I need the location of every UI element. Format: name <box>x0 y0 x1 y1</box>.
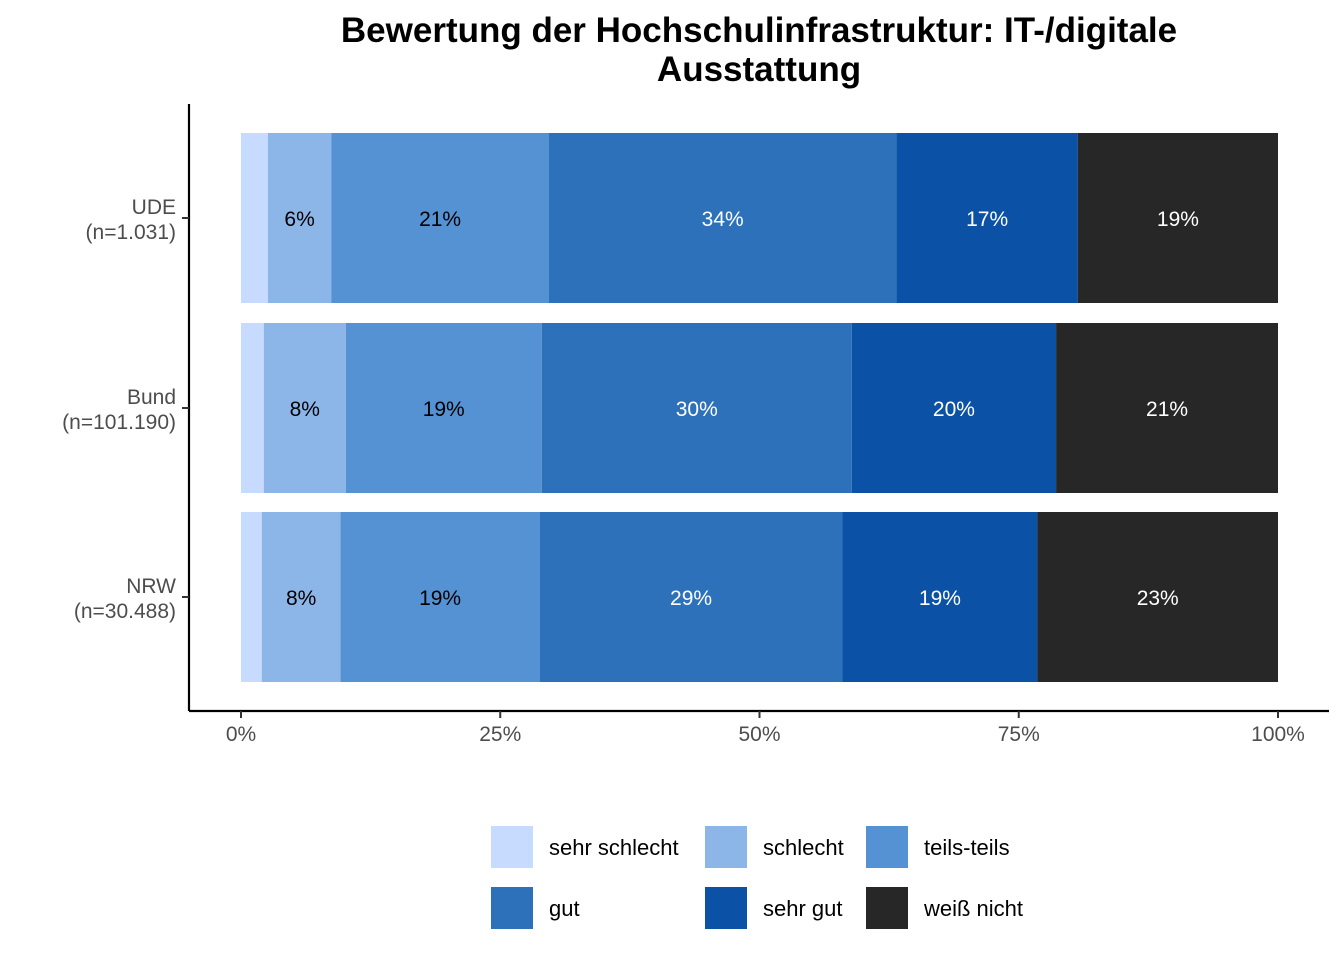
bar-segment-0-0 <box>241 133 268 303</box>
bar-segment-1-1 <box>263 323 346 493</box>
bar-segment-0-2 <box>331 133 549 303</box>
data-label-2-1: 8% <box>286 587 316 610</box>
legend-key-1 <box>705 826 747 868</box>
bar-segment-0-4 <box>896 133 1078 303</box>
legend-key-4 <box>705 887 747 929</box>
x-tick-label-2: 50% <box>738 723 780 746</box>
bar-segment-0-1 <box>267 133 332 303</box>
bars-group: 6% 21% 34% 17% 19% 8% 19% 30% 20% 21% 8% 19% 29% 19% 2… <box>241 133 1278 682</box>
bar-segment-1-4 <box>851 323 1057 493</box>
legend-label-4: sehr gut <box>763 896 843 921</box>
chart-title-line-2: Ausstattung <box>657 50 861 89</box>
legend-label-5: weiß nicht <box>923 896 1023 921</box>
data-label-1-5: 21% <box>1146 398 1188 421</box>
data-label-2-3: 29% <box>670 587 712 610</box>
bar-segment-1-2 <box>345 323 542 493</box>
legend-key-2 <box>866 826 908 868</box>
bar-segment-2-2 <box>340 512 540 682</box>
category-label-2: NRW <box>126 575 176 598</box>
data-label-1-2: 19% <box>423 398 465 421</box>
data-label-0-1: 6% <box>284 208 314 231</box>
data-label-2-5: 23% <box>1137 587 1179 610</box>
x-tick-label-0: 0% <box>226 723 256 746</box>
bar-segment-2-0 <box>241 512 262 682</box>
bar-segment-2-1 <box>261 512 341 682</box>
x-tick-label-3: 75% <box>998 723 1040 746</box>
category-label-0: UDE <box>132 196 176 219</box>
category-label-1: Bund <box>127 386 176 409</box>
data-label-0-2: 21% <box>419 208 461 231</box>
legend-label-3: gut <box>549 896 580 921</box>
x-tick-label-4: 100% <box>1251 723 1305 746</box>
data-label-1-4: 20% <box>933 398 975 421</box>
category-sublabel-0: (n=1.031) <box>86 221 176 244</box>
bar-segment-0-3 <box>548 133 897 303</box>
data-label-0-3: 34% <box>702 208 744 231</box>
legend-key-3 <box>491 887 533 929</box>
legend-label-0: sehr schlecht <box>549 835 679 860</box>
bar-segment-2-3 <box>539 512 843 682</box>
chart-title-line-1: Bewertung der Hochschulinfrastruktur: IT… <box>341 11 1177 50</box>
data-label-1-1: 8% <box>290 398 320 421</box>
legend-label-1: schlecht <box>763 835 844 860</box>
data-label-0-4: 17% <box>966 208 1008 231</box>
legend-key-5 <box>866 887 908 929</box>
data-label-2-4: 19% <box>919 587 961 610</box>
data-label-1-3: 30% <box>676 398 718 421</box>
x-tick-label-1: 25% <box>479 723 521 746</box>
bar-segment-2-4 <box>842 512 1038 682</box>
legend-key-0 <box>491 826 533 868</box>
legend-label-2: teils-teils <box>924 835 1010 860</box>
x-ticks-group: 0% 25% 50% 75% 100% <box>226 711 1305 746</box>
y-labels-group: UDE(n=1.031) Bund(n=101.190) NRW(n=30.488) <box>62 196 189 623</box>
bar-segment-1-3 <box>541 323 852 493</box>
bar-segment-1-5 <box>1056 323 1278 493</box>
category-sublabel-2: (n=30.488) <box>74 600 176 623</box>
bar-segment-0-5 <box>1077 133 1278 303</box>
legend: sehr schlecht schlecht teils-teils gut sehr … <box>491 826 1023 929</box>
data-label-0-5: 19% <box>1157 208 1199 231</box>
category-sublabel-1: (n=101.190) <box>62 411 176 434</box>
bar-segment-2-5 <box>1037 512 1278 682</box>
bar-segment-1-0 <box>241 323 264 493</box>
data-label-2-2: 19% <box>419 587 461 610</box>
